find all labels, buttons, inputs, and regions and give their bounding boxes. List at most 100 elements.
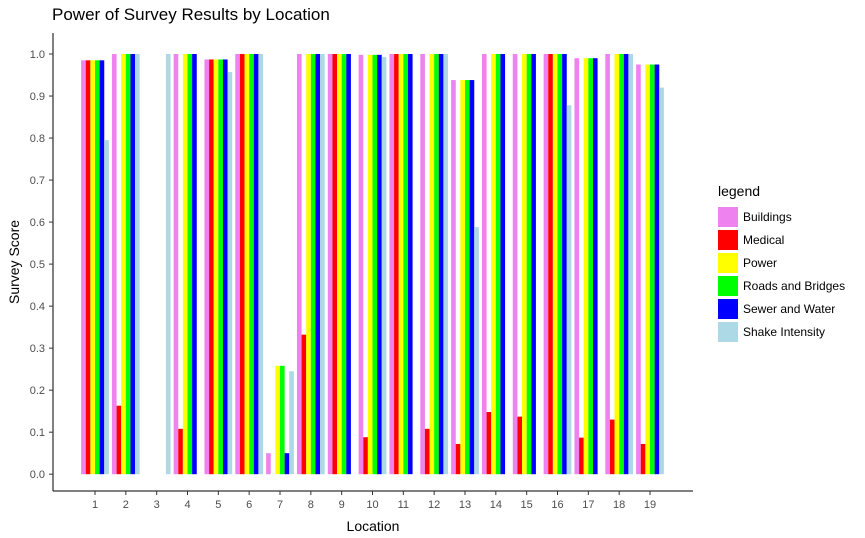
bar (543, 54, 549, 475)
bar (495, 54, 501, 475)
bar (209, 59, 214, 475)
bar (481, 54, 487, 475)
bar (636, 64, 641, 475)
bar (116, 405, 122, 475)
bar (121, 54, 126, 475)
x-tick-label: 6 (246, 499, 252, 511)
legend-swatch (718, 206, 738, 227)
bar (455, 443, 461, 475)
bar (280, 365, 285, 475)
bar (424, 428, 430, 475)
x-tick-label: 14 (490, 499, 502, 511)
bar (377, 54, 382, 475)
legend-swatch (718, 252, 738, 273)
bar (367, 54, 373, 475)
bar (249, 54, 254, 475)
x-tick-label: 17 (582, 499, 594, 511)
x-tick-label: 3 (154, 499, 160, 511)
bar (645, 64, 650, 475)
bar (574, 58, 580, 475)
bar (592, 58, 598, 475)
bar (320, 54, 325, 475)
bar (173, 54, 179, 475)
bar (548, 54, 553, 475)
bar (165, 54, 171, 475)
x-tick-label: 19 (644, 499, 656, 511)
bar (420, 54, 425, 475)
x-tick-label: 7 (277, 499, 283, 511)
legend-label: Roads and Bridges (743, 278, 846, 293)
bar (332, 54, 338, 475)
bar (605, 54, 610, 475)
bar (266, 453, 271, 475)
bar (628, 54, 634, 475)
bar (579, 437, 584, 475)
bar (182, 54, 188, 475)
bar (275, 365, 280, 475)
bar (407, 54, 413, 475)
bar (363, 437, 368, 475)
bar (557, 54, 563, 475)
bar (623, 54, 629, 475)
bar (381, 56, 387, 475)
x-tick-label: 16 (551, 499, 563, 511)
x-tick-label: 10 (366, 499, 378, 511)
bar (486, 412, 492, 475)
bar (562, 54, 567, 475)
y-tick-label: 1.0 (30, 49, 45, 61)
bar (517, 416, 523, 475)
x-tick-label: 4 (184, 499, 190, 511)
bar (389, 54, 395, 475)
bar (619, 54, 624, 475)
x-tick-label: 18 (613, 499, 625, 511)
bar (111, 54, 117, 475)
bar (258, 54, 264, 475)
bar (609, 419, 615, 475)
bar (104, 140, 109, 475)
bar (95, 60, 100, 475)
bar (491, 54, 496, 475)
bar (526, 54, 532, 475)
bar (398, 54, 404, 475)
bar (222, 59, 228, 475)
bar (438, 54, 444, 475)
bar (394, 54, 399, 475)
bar (244, 54, 250, 475)
legend-label: Shake Intensity (743, 324, 826, 339)
bar (81, 60, 86, 475)
legend: legend Buildings Medical Power Roads and Br… (718, 183, 845, 343)
bar (130, 54, 136, 475)
x-tick-label: 13 (459, 499, 471, 511)
bar (301, 334, 307, 475)
bar (588, 58, 593, 475)
y-tick-label: 0.4 (30, 301, 45, 313)
bar (341, 54, 347, 475)
bar (654, 64, 660, 475)
bar (213, 59, 219, 475)
legend-item: Buildings (718, 205, 845, 228)
x-tick-label: 15 (521, 499, 533, 511)
y-tick-label: 0.6 (30, 217, 45, 229)
legend-item: Sewer and Water (718, 297, 845, 320)
x-axis-label: Location (347, 518, 400, 534)
bar (289, 371, 294, 475)
bar (253, 54, 259, 475)
legend-swatch (718, 321, 738, 342)
bar (235, 54, 240, 475)
bar (451, 80, 456, 475)
legend-swatch (718, 229, 738, 250)
y-tick-label: 0.2 (30, 385, 45, 397)
chart-title: Power of Survey Results by Location (52, 5, 330, 24)
bar (178, 428, 183, 475)
bar (346, 54, 351, 475)
bar (465, 80, 470, 475)
y-tick-label: 0.3 (30, 343, 45, 355)
bar (429, 54, 435, 475)
legend-label: Sewer and Water (743, 301, 836, 316)
bar (218, 59, 223, 475)
y-tick-label: 0.0 (30, 469, 45, 481)
x-tick-label: 2 (123, 499, 129, 511)
y-tick-label: 0.9 (30, 91, 45, 103)
